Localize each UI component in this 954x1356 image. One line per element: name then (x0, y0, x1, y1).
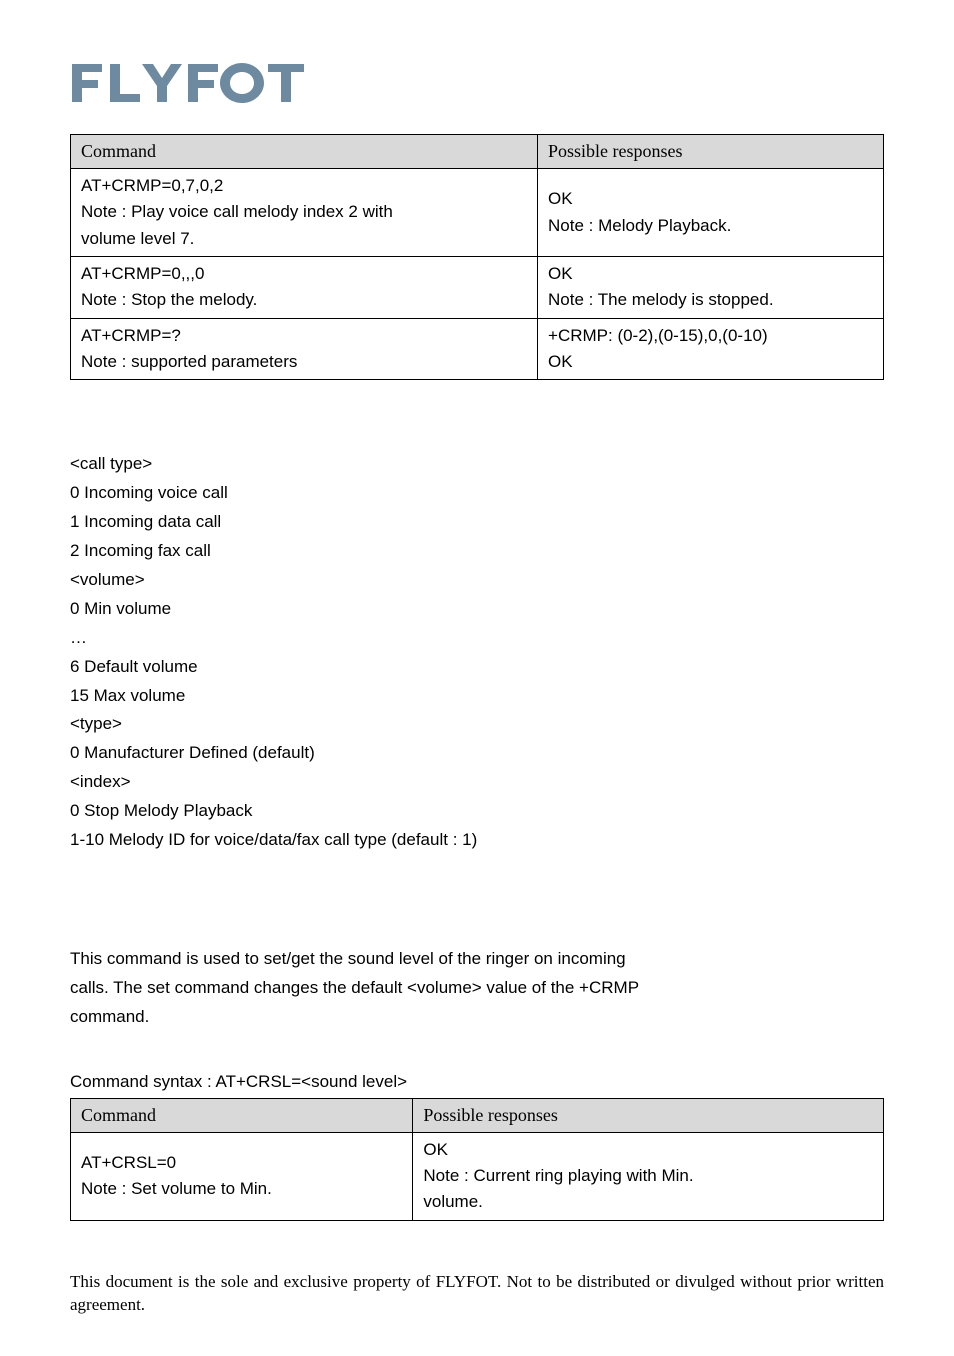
table-cell: AT+CRMP=0,7,0,2 Note : Play voice call m… (71, 169, 538, 257)
table-header-command: Command (71, 1098, 413, 1132)
table-header-responses: Possible responses (538, 135, 884, 169)
table-cell: AT+CRSL=0 Note : Set volume to Min. (71, 1132, 413, 1220)
table-cell: AT+CRMP=? Note : supported parameters (71, 318, 538, 380)
parameters-block: <call type> 0 Incoming voice call 1 Inco… (70, 450, 884, 854)
table-cell: AT+CRMP=0,,,0 Note : Stop the melody. (71, 257, 538, 319)
table-cell: OK Note : Melody Playback. (538, 169, 884, 257)
table-cell: OK Note : Current ring playing with Min.… (413, 1132, 884, 1220)
crsl-command-table: Command Possible responses AT+CRSL=0 Not… (70, 1098, 884, 1221)
footer-text: This document is the sole and exclusive … (70, 1271, 884, 1317)
table-cell: OK Note : The melody is stopped. (538, 257, 884, 319)
description-block: This command is used to set/get the soun… (70, 945, 884, 1032)
table-header-responses: Possible responses (413, 1098, 884, 1132)
logo (70, 60, 884, 106)
crmp-command-table: Command Possible responses AT+CRMP=0,7,0… (70, 134, 884, 380)
table-header-command: Command (71, 135, 538, 169)
syntax-line: Command syntax : AT+CRSL=<sound level> (70, 1072, 884, 1092)
table-cell: +CRMP: (0-2),(0-15),0,(0-10) OK (538, 318, 884, 380)
